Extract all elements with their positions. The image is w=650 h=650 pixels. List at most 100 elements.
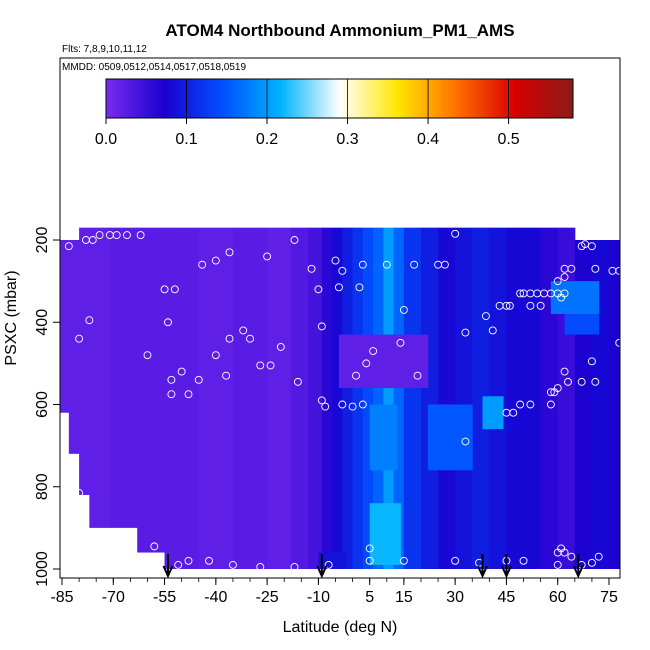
plot-area: [60, 227, 624, 579]
sample-point-marker: [174, 560, 183, 569]
colorbar-tick-label: 0.1: [175, 131, 197, 148]
data-column: [137, 227, 166, 553]
data-patch: [369, 503, 401, 565]
sample-point-marker: [413, 371, 422, 380]
sample-point-marker: [564, 377, 572, 386]
y-tick-label: 200: [34, 227, 51, 254]
sample-point-marker: [461, 328, 470, 337]
y-tick-label: 600: [34, 391, 51, 418]
sample-point-marker: [516, 400, 525, 409]
profile-arrow-head: [477, 565, 488, 579]
sample-point-marker: [399, 556, 408, 565]
data-column: [164, 227, 200, 569]
data-column: [332, 227, 343, 569]
sample-point-marker: [358, 260, 367, 269]
dates-label: MMDD: 0509,0512,0514,0517,0518,0519: [62, 62, 246, 73]
data-column: [198, 227, 234, 569]
sample-point-marker: [369, 347, 378, 355]
x-tick-label: 45: [498, 589, 516, 606]
sample-point-marker: [85, 316, 94, 325]
sample-point-marker: [222, 371, 231, 380]
profile-arrow: [477, 554, 488, 579]
sample-point-marker: [348, 402, 357, 411]
sample-point-marker: [246, 334, 254, 343]
sample-point-marker: [143, 351, 152, 360]
sample-point-marker: [95, 231, 104, 240]
sample-point-marker: [505, 301, 514, 310]
flights-label: Flts: 7,8,9,10,11,12: [62, 44, 147, 55]
data-patch: [427, 404, 473, 471]
sample-point-marker: [228, 560, 237, 569]
data-column: [362, 227, 374, 569]
sample-point-marker: [290, 236, 299, 244]
sample-point-marker: [553, 277, 562, 286]
sample-point-marker: [150, 542, 159, 551]
sample-point-marker: [557, 544, 566, 553]
x-tick-label: -25: [256, 589, 279, 606]
profile-arrow: [162, 554, 174, 579]
data-patch: [550, 281, 600, 315]
sample-point-marker: [338, 266, 347, 275]
data-column: [79, 227, 90, 495]
sample-point-marker: [256, 562, 265, 571]
sample-point-marker: [502, 301, 511, 310]
y-tick-label: 1000: [34, 551, 51, 587]
sample-point-marker: [481, 312, 490, 321]
sample-point-marker: [567, 264, 576, 273]
sample-point-marker: [170, 285, 179, 294]
sample-point-marker: [88, 236, 97, 244]
data-patch: [564, 314, 600, 335]
x-tick-label: 30: [446, 589, 464, 606]
sample-point-marker: [536, 301, 545, 310]
data-column: [523, 227, 542, 569]
sample-point-marker: [317, 322, 326, 331]
sample-point-marker: [396, 338, 405, 347]
sample-point-marker: [546, 388, 555, 397]
y-axis-label: PSXC (mbar): [3, 270, 20, 365]
x-tick-label: 75: [600, 589, 618, 606]
sample-point-marker: [184, 390, 193, 399]
data-column: [393, 227, 405, 569]
data-patch: [482, 396, 504, 430]
data-column: [68, 240, 80, 454]
profile-arrow-head: [316, 565, 328, 579]
sample-point-marker: [314, 285, 323, 294]
sample-point-marker: [211, 256, 220, 265]
x-tick-label: -70: [102, 589, 125, 606]
data-patch: [369, 404, 398, 471]
profile-arrow: [501, 554, 512, 579]
colorbar-tick-label: 0.2: [256, 131, 278, 148]
sample-point-marker: [136, 231, 145, 240]
data-column: [232, 227, 268, 569]
colorbar-tick-label: 0.0: [95, 131, 117, 148]
sample-point-marker: [410, 260, 419, 269]
sample-point-marker: [557, 293, 566, 302]
sample-point-marker: [256, 361, 265, 370]
sample-point-marker: [362, 359, 371, 368]
profile-arrow-head: [572, 565, 584, 579]
sample-point-marker: [451, 229, 460, 238]
data-column: [308, 227, 323, 569]
sample-point-marker: [461, 437, 470, 446]
data-patch: [338, 334, 429, 389]
sample-point-marker: [587, 242, 596, 251]
x-axis-label: Latitude (deg N): [283, 619, 398, 636]
sample-point-marker: [317, 396, 326, 405]
profile-arrow: [316, 554, 328, 579]
sample-point-marker: [334, 283, 343, 292]
sample-point-marker: [211, 351, 220, 360]
sample-point-marker: [290, 562, 299, 571]
sample-point-marker: [266, 361, 275, 370]
sample-point-marker: [594, 552, 603, 561]
x-tick-label: -40: [204, 589, 227, 606]
sample-point-marker: [160, 285, 169, 294]
sample-point-marker: [365, 544, 374, 553]
profile-arrow-head: [162, 565, 174, 579]
sample-point-marker: [567, 552, 576, 561]
sample-point-marker: [526, 301, 535, 310]
sample-point-marker: [516, 289, 525, 298]
data-column: [291, 227, 309, 569]
sample-point-marker: [324, 560, 333, 569]
sample-point-marker: [358, 400, 367, 409]
